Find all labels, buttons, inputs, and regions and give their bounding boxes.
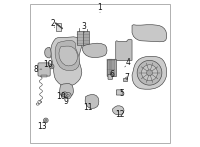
Circle shape: [51, 66, 53, 67]
Polygon shape: [116, 39, 132, 61]
Text: 4: 4: [125, 58, 130, 67]
Polygon shape: [132, 56, 167, 89]
Circle shape: [44, 118, 48, 123]
Text: 2: 2: [50, 19, 55, 28]
Polygon shape: [51, 37, 82, 86]
Circle shape: [64, 93, 66, 95]
Polygon shape: [45, 47, 51, 58]
Circle shape: [141, 65, 158, 81]
Text: 10: 10: [57, 92, 66, 101]
Bar: [107, 59, 116, 76]
Circle shape: [45, 119, 47, 121]
Text: 7: 7: [125, 73, 129, 82]
FancyBboxPatch shape: [108, 74, 113, 79]
Polygon shape: [55, 40, 80, 71]
Polygon shape: [60, 84, 73, 97]
Text: 12: 12: [115, 111, 124, 120]
Circle shape: [62, 92, 67, 97]
Circle shape: [137, 60, 162, 85]
Circle shape: [147, 70, 152, 76]
Text: 6: 6: [109, 70, 114, 80]
Polygon shape: [132, 25, 167, 42]
Polygon shape: [112, 106, 124, 115]
Bar: [56, 23, 61, 31]
Polygon shape: [82, 43, 107, 57]
Circle shape: [67, 94, 69, 97]
Text: 5: 5: [119, 89, 124, 98]
Text: 11: 11: [83, 103, 92, 112]
Text: 10: 10: [43, 60, 53, 69]
Polygon shape: [59, 46, 77, 66]
Bar: [41, 75, 47, 77]
Circle shape: [65, 92, 71, 99]
Circle shape: [49, 64, 54, 69]
Bar: [83, 31, 89, 45]
Polygon shape: [85, 95, 99, 108]
Text: 9: 9: [63, 97, 68, 106]
FancyBboxPatch shape: [38, 63, 50, 76]
Text: 3: 3: [82, 22, 86, 31]
Text: 13: 13: [38, 122, 47, 131]
Text: 8: 8: [33, 65, 38, 74]
Bar: [123, 78, 127, 81]
Text: 1: 1: [98, 3, 102, 12]
Bar: [77, 31, 83, 45]
FancyBboxPatch shape: [116, 90, 122, 95]
